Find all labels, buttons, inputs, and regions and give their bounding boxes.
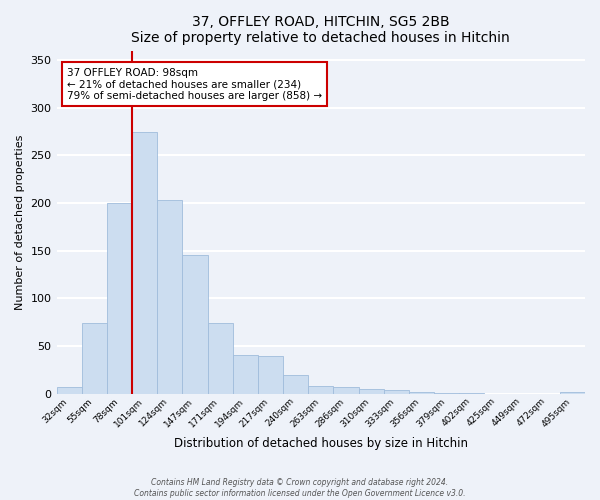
Bar [56,387,82,394]
Bar [359,389,383,394]
Bar [283,374,308,394]
Bar [560,392,585,394]
Bar [409,392,434,394]
Text: Contains HM Land Registry data © Crown copyright and database right 2024.
Contai: Contains HM Land Registry data © Crown c… [134,478,466,498]
Bar [132,132,157,394]
Bar [334,387,359,394]
Title: 37, OFFLEY ROAD, HITCHIN, SG5 2BB
Size of property relative to detached houses i: 37, OFFLEY ROAD, HITCHIN, SG5 2BB Size o… [131,15,510,45]
Bar [107,203,132,394]
Bar [182,254,208,394]
Text: 37 OFFLEY ROAD: 98sqm
← 21% of detached houses are smaller (234)
79% of semi-det: 37 OFFLEY ROAD: 98sqm ← 21% of detached … [67,68,322,101]
Y-axis label: Number of detached properties: Number of detached properties [15,134,25,310]
Bar [82,323,107,394]
Bar [459,393,484,394]
Bar [208,323,233,394]
Bar [308,386,334,394]
Bar [258,356,283,394]
Bar [434,393,459,394]
Bar [157,200,182,394]
X-axis label: Distribution of detached houses by size in Hitchin: Distribution of detached houses by size … [174,437,468,450]
Bar [233,354,258,394]
Bar [383,390,409,394]
